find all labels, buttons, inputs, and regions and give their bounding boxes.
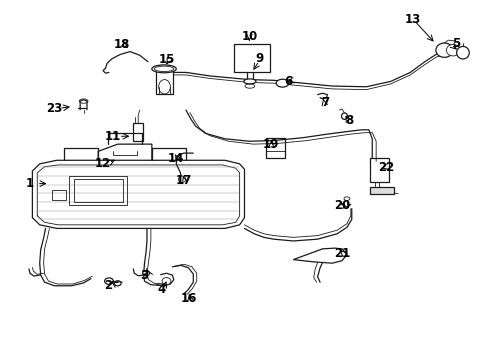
Ellipse shape [341,113,346,120]
Bar [369,187,393,194]
Text: 19: 19 [263,138,279,151]
Ellipse shape [435,43,452,57]
Text: 1: 1 [26,177,34,190]
Text: 4: 4 [157,283,165,296]
Bar [69,176,127,205]
Ellipse shape [152,65,176,73]
Bar [74,179,122,202]
Ellipse shape [154,66,173,72]
Text: 18: 18 [113,38,129,51]
Ellipse shape [178,176,185,183]
Ellipse shape [142,271,149,276]
Text: 23: 23 [46,102,62,115]
Text: 9: 9 [254,51,263,64]
Text: 15: 15 [158,53,174,66]
Text: 21: 21 [333,247,349,260]
Text: 22: 22 [377,161,393,174]
Ellipse shape [276,79,288,87]
Bar [369,158,388,182]
Text: 6: 6 [284,75,292,88]
Text: 13: 13 [404,13,420,26]
Text: 17: 17 [175,174,191,186]
Text: 11: 11 [104,130,121,144]
Bar [52,190,65,200]
Text: 12: 12 [95,157,111,170]
Polygon shape [293,248,346,263]
Bar [133,123,143,140]
Text: 3: 3 [140,269,148,282]
Bar [266,138,285,158]
Text: 20: 20 [333,199,349,212]
Text: 5: 5 [451,37,460,50]
Ellipse shape [162,278,170,285]
Ellipse shape [446,44,459,56]
Ellipse shape [456,46,468,59]
Bar [233,44,270,72]
Text: 16: 16 [180,292,196,305]
Text: 2: 2 [103,279,112,292]
Ellipse shape [104,278,113,284]
Text: 8: 8 [345,114,353,127]
Ellipse shape [244,79,255,84]
Text: 14: 14 [168,152,184,165]
Text: 10: 10 [241,30,257,43]
Text: 7: 7 [320,96,328,109]
